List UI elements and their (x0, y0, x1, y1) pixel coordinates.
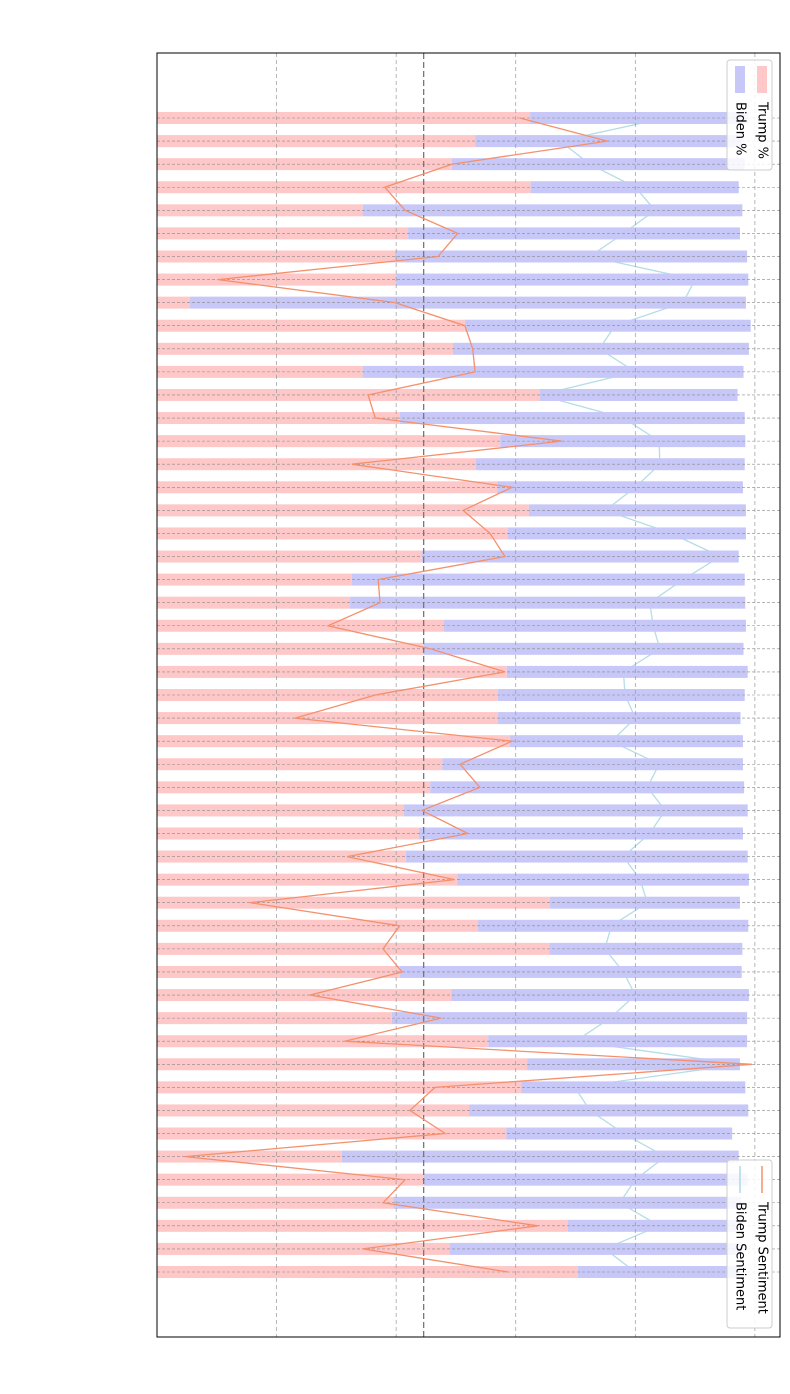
bar (157, 1173, 424, 1186)
plot-frame (156, 52, 781, 1338)
legend-lines (726, 1159, 773, 1329)
bar (157, 1127, 507, 1140)
bar (497, 481, 743, 494)
legend-label: Trump % (755, 101, 770, 159)
sentiment-line (185, 117, 752, 1273)
bar (405, 850, 748, 863)
bar (475, 458, 745, 471)
legend-label: Biden % (733, 102, 748, 156)
bar (157, 642, 424, 655)
bar (452, 342, 749, 355)
bar (403, 804, 748, 817)
bar (394, 250, 748, 263)
bar (157, 619, 444, 632)
legend-label: Trump Sentiment (755, 1201, 770, 1314)
bar (449, 1242, 742, 1255)
bar (341, 1150, 739, 1163)
bar (549, 942, 743, 955)
bar (399, 965, 742, 978)
bar (509, 735, 743, 748)
bar (418, 827, 743, 840)
legend-swatch (757, 66, 767, 93)
bar (157, 135, 476, 148)
bar (423, 1173, 748, 1186)
bar (157, 250, 395, 263)
bar (157, 804, 404, 817)
bar (451, 989, 749, 1002)
bar (157, 665, 507, 678)
legend-swatch (735, 66, 745, 93)
legend-label: Biden Sentiment (733, 1202, 748, 1310)
bar (157, 850, 406, 863)
bar (507, 527, 746, 540)
bar (157, 1196, 394, 1209)
bar (421, 550, 739, 563)
bar (157, 319, 465, 332)
bar (497, 689, 745, 701)
